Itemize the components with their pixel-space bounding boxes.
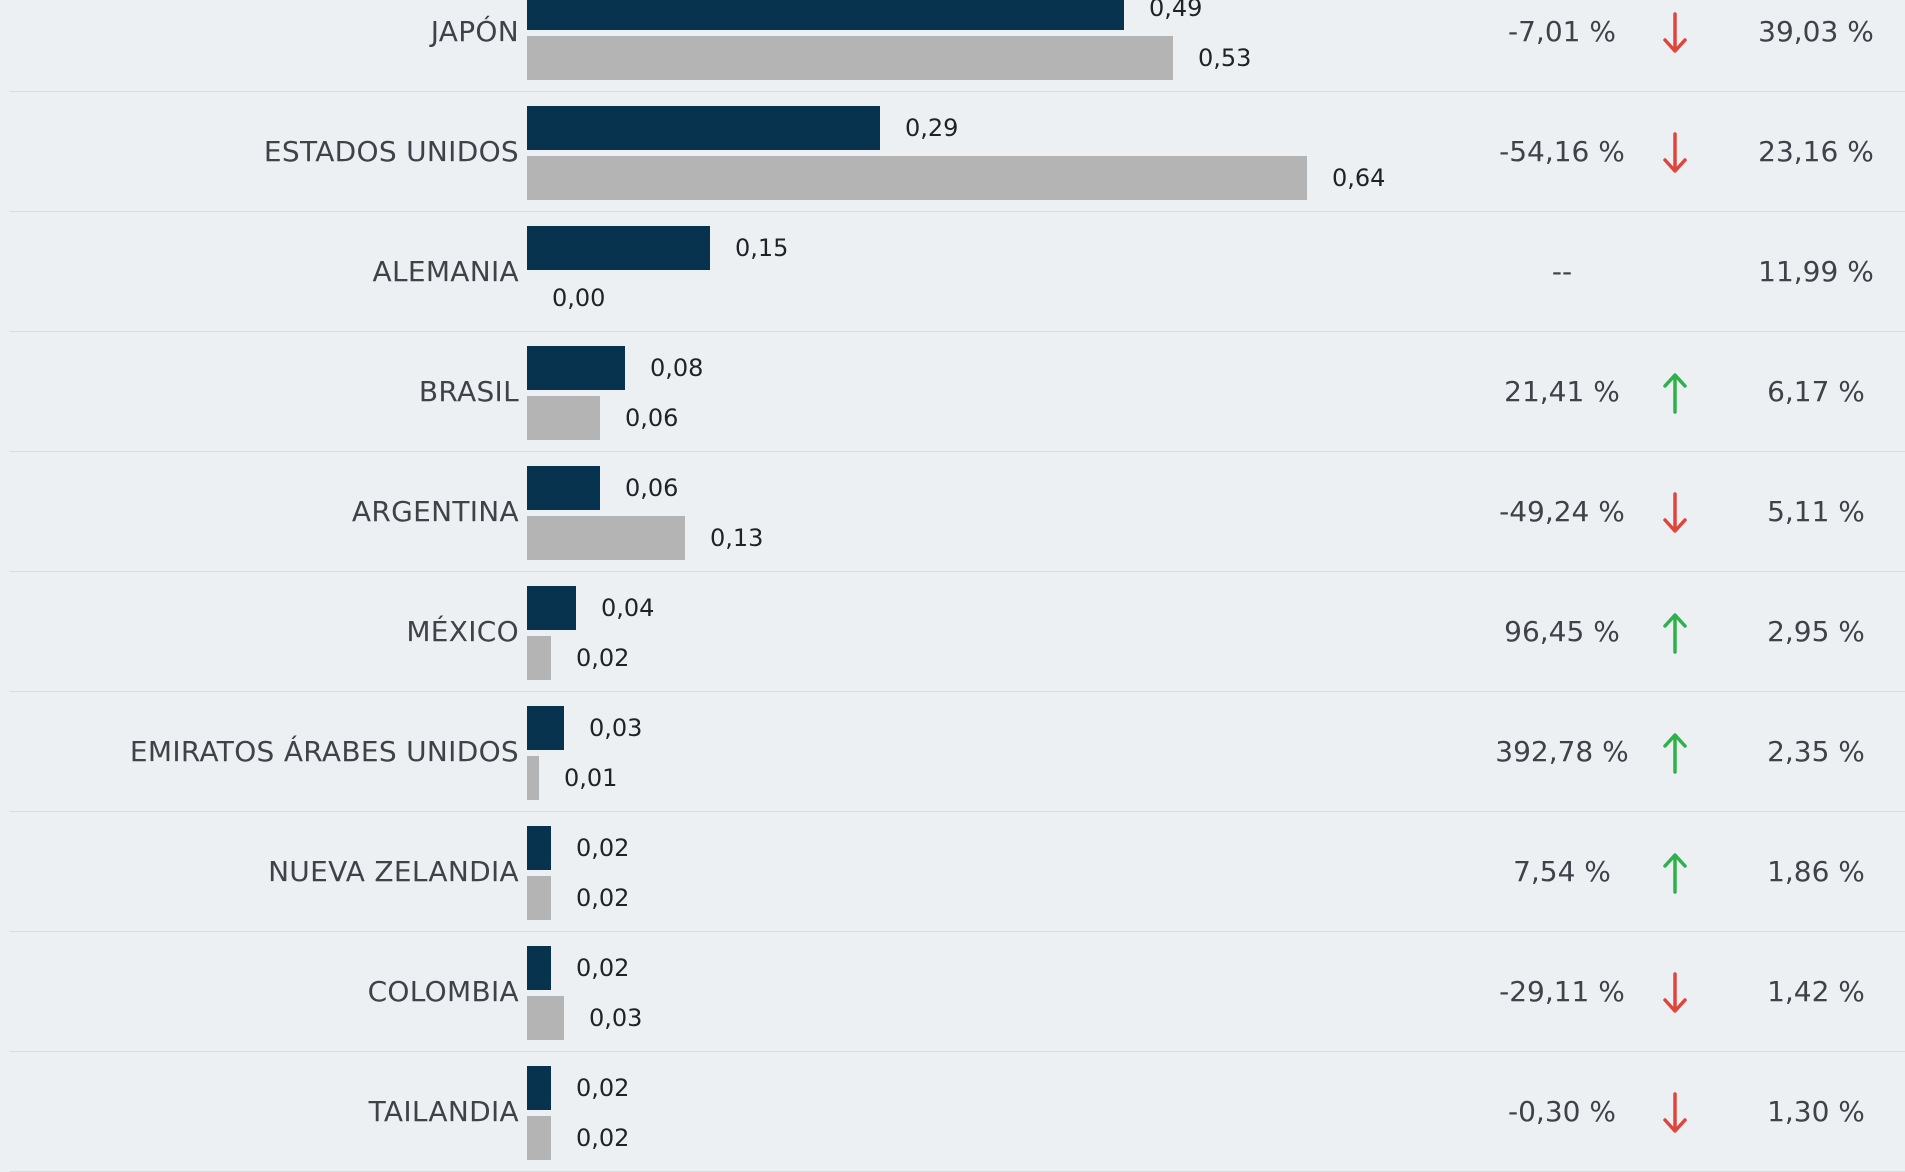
current-value-bar — [527, 226, 710, 270]
arrow-down-icon — [1660, 972, 1690, 1014]
arrow-up-icon — [1660, 372, 1690, 414]
country-label: ESTADOS UNIDOS — [263, 135, 519, 168]
current-value-bar — [527, 706, 564, 750]
previous-value-bar — [527, 756, 539, 800]
current-value-label: 0,08 — [650, 354, 704, 382]
change-percent: -- — [1551, 255, 1573, 288]
share-percent: 1,30 % — [1767, 1095, 1865, 1128]
previous-value-label: 0,02 — [576, 884, 630, 912]
chart-row: MÉXICO 0,04 0,02 96,45 % 2,95 % — [10, 572, 1905, 692]
previous-value-label: 0,64 — [1332, 164, 1386, 192]
current-value-label: 0,15 — [735, 234, 789, 262]
arrow-up-icon — [1660, 612, 1690, 654]
change-percent: 392,78 % — [1495, 735, 1629, 768]
current-value-bar — [527, 586, 576, 630]
chart-row: ESTADOS UNIDOS 0,29 0,64 -54,16 % 23,16 % — [10, 92, 1905, 212]
arrow-down-icon — [1660, 12, 1690, 54]
previous-value-bar — [527, 516, 685, 560]
previous-value-label: 0,02 — [576, 1124, 630, 1152]
current-value-label: 0,02 — [576, 834, 630, 862]
country-label: ARGENTINA — [351, 495, 519, 528]
previous-value-label: 0,00 — [552, 284, 606, 312]
country-label: TAILANDIA — [368, 1095, 519, 1128]
previous-value-bar — [527, 396, 600, 440]
arrow-down-icon — [1660, 132, 1690, 174]
country-label: EMIRATOS ÁRABES UNIDOS — [129, 735, 519, 768]
share-percent: 5,11 % — [1767, 495, 1865, 528]
country-label: BRASIL — [418, 375, 519, 408]
arrow-up-icon — [1660, 732, 1690, 774]
share-percent: 2,35 % — [1767, 735, 1865, 768]
share-percent: 11,99 % — [1758, 255, 1874, 288]
previous-value-label: 0,06 — [625, 404, 679, 432]
chart-row: ALEMANIA 0,15 0,00 -- 11,99 % — [10, 212, 1905, 332]
current-value-bar — [527, 466, 600, 510]
country-label: NUEVA ZELANDIA — [268, 855, 519, 888]
current-value-bar — [527, 106, 880, 150]
chart-row: ARGENTINA 0,06 0,13 -49,24 % 5,11 % — [10, 452, 1905, 572]
chart-row: JAPÓN 0,49 0,53 -7,01 % 39,03 % — [10, 0, 1905, 92]
previous-value-label: 0,03 — [589, 1004, 643, 1032]
country-comparison-chart: JAPÓN 0,49 0,53 -7,01 % 39,03 % ESTADOS UNIDO… — [10, 0, 1905, 1172]
share-percent: 1,42 % — [1767, 975, 1865, 1008]
current-value-label: 0,03 — [589, 714, 643, 742]
current-value-label: 0,06 — [625, 474, 679, 502]
arrow-up-icon — [1660, 852, 1690, 894]
change-percent: -29,11 % — [1499, 975, 1625, 1008]
change-percent: 96,45 % — [1504, 615, 1620, 648]
previous-value-bar — [527, 1116, 551, 1160]
previous-value-bar — [527, 996, 564, 1040]
chart-row: BRASIL 0,08 0,06 21,41 % 6,17 % — [10, 332, 1905, 452]
share-percent: 1,86 % — [1767, 855, 1865, 888]
previous-value-bar — [527, 636, 551, 680]
arrow-down-icon — [1660, 1092, 1690, 1134]
country-label: MÉXICO — [406, 615, 519, 648]
current-value-label: 0,02 — [576, 1074, 630, 1102]
change-percent: 7,54 % — [1513, 855, 1611, 888]
current-value-label: 0,04 — [601, 594, 655, 622]
country-label: JAPÓN — [430, 15, 519, 48]
previous-value-bar — [527, 156, 1307, 200]
change-percent: 21,41 % — [1504, 375, 1620, 408]
change-percent: -7,01 % — [1508, 15, 1616, 48]
current-value-label: 0,29 — [905, 114, 959, 142]
current-value-bar — [527, 826, 551, 870]
current-value-bar — [527, 946, 551, 990]
current-value-label: 0,02 — [576, 954, 630, 982]
share-percent: 23,16 % — [1758, 135, 1874, 168]
current-value-bar — [527, 346, 625, 390]
arrow-down-icon — [1660, 492, 1690, 534]
current-value-bar — [527, 1066, 551, 1110]
previous-value-label: 0,53 — [1198, 44, 1252, 72]
current-value-label: 0,49 — [1149, 0, 1203, 22]
previous-value-bar — [527, 36, 1173, 80]
country-label: COLOMBIA — [367, 975, 519, 1008]
share-percent: 6,17 % — [1767, 375, 1865, 408]
country-label: ALEMANIA — [372, 255, 519, 288]
previous-value-label: 0,02 — [576, 644, 630, 672]
share-percent: 2,95 % — [1767, 615, 1865, 648]
change-percent: -0,30 % — [1508, 1095, 1616, 1128]
previous-value-bar — [527, 876, 551, 920]
chart-row: TAILANDIA 0,02 0,02 -0,30 % 1,30 % — [10, 1052, 1905, 1172]
change-percent: -49,24 % — [1499, 495, 1625, 528]
chart-row: NUEVA ZELANDIA 0,02 0,02 7,54 % 1,86 % — [10, 812, 1905, 932]
chart-row: EMIRATOS ÁRABES UNIDOS 0,03 0,01 392,78 % 2,… — [10, 692, 1905, 812]
change-percent: -54,16 % — [1499, 135, 1625, 168]
share-percent: 39,03 % — [1758, 15, 1874, 48]
previous-value-label: 0,01 — [564, 764, 618, 792]
current-value-bar — [527, 0, 1124, 30]
previous-value-label: 0,13 — [710, 524, 764, 552]
chart-row: COLOMBIA 0,02 0,03 -29,11 % 1,42 % — [10, 932, 1905, 1052]
